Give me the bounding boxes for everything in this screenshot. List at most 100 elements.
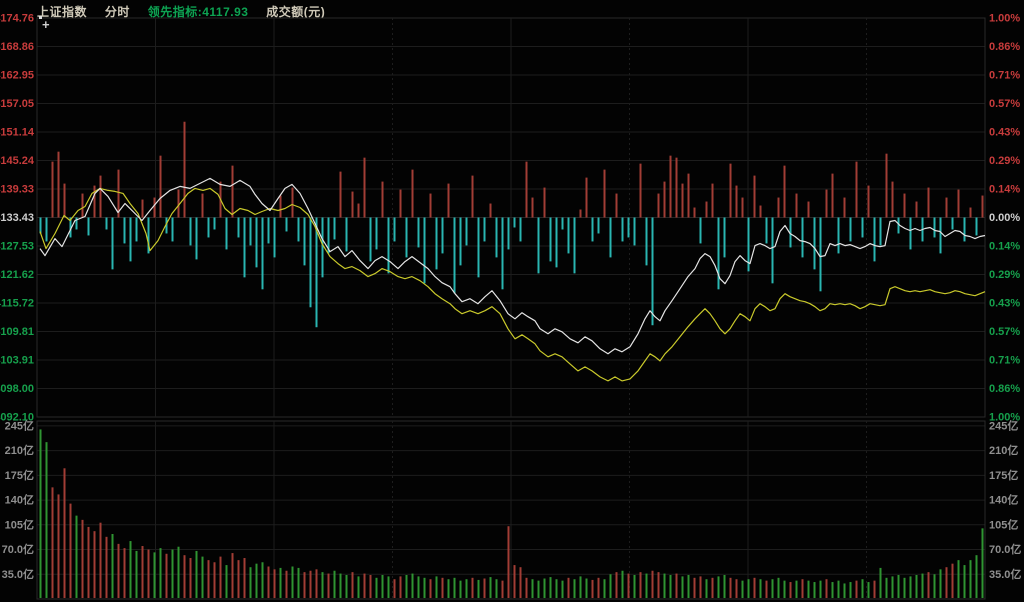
indicator-bar-up — [885, 153, 888, 218]
volume-bar-down — [297, 567, 300, 598]
volume-bar-down — [333, 570, 336, 598]
indicator-bar-down — [321, 217, 324, 278]
indicator-bar-up — [855, 161, 858, 218]
indicator-bar-down — [393, 217, 396, 242]
indicator-bar-up — [339, 171, 342, 218]
volume-axis-label: 210亿 — [989, 443, 1018, 457]
indicator-bar-down — [651, 217, 654, 326]
volume-bar-down — [135, 550, 138, 598]
volume-bar-down — [531, 579, 534, 598]
indicator-bar-up — [675, 157, 678, 218]
volume-bar-down — [741, 580, 744, 598]
indicator-bar-up — [117, 169, 120, 218]
volume-bar-up — [363, 573, 366, 598]
indicator-bar-down — [819, 217, 822, 292]
indicator-bar-down — [519, 217, 522, 242]
indicator-bar-down — [105, 217, 108, 230]
indicator-bar-down — [453, 217, 456, 294]
volume-bar-down — [381, 574, 384, 598]
indicator-bar-down — [483, 217, 486, 242]
indicator-bar-up — [615, 193, 618, 218]
volume-bar-down — [807, 580, 810, 598]
indicator-bar-down — [315, 217, 318, 328]
indicator-bar-down — [465, 217, 468, 246]
indicator-bar-down — [747, 217, 750, 272]
indicator-bar-up — [957, 189, 960, 218]
percent-axis-label: 0.71% — [989, 355, 1020, 367]
indicator-bar-down — [513, 217, 516, 228]
volume-axis-label: 105亿 — [989, 517, 1018, 531]
volume-bar-up — [519, 567, 522, 598]
leading-indicator-bars — [39, 121, 984, 328]
volume-bar-down — [585, 578, 588, 598]
indicator-bar-up — [711, 183, 714, 218]
indicator-bar-up — [681, 183, 684, 218]
volume-bar-down — [321, 572, 324, 598]
volume-bar-up — [507, 526, 510, 598]
indicator-bar-down — [39, 217, 42, 234]
volume-bar-down — [339, 573, 342, 598]
indicator-bar-down — [417, 217, 420, 248]
price-lines — [39, 177, 986, 382]
volume-bar-up — [99, 522, 102, 598]
indicator-bar-down — [135, 217, 138, 242]
indicator-bar-up — [825, 189, 828, 218]
volume-bar-down — [819, 580, 822, 598]
volume-bar-up — [273, 569, 276, 598]
indicator-bar-up — [945, 197, 948, 218]
indicator-bar-down — [171, 217, 174, 242]
volume-bar-up — [81, 519, 84, 598]
indicator-bar-up — [585, 177, 588, 218]
price-axis-label: 4162.95 — [0, 70, 34, 82]
volume-bar-up — [213, 562, 216, 598]
indicator-bar-down — [495, 217, 498, 258]
indicator-bar-up — [669, 155, 672, 218]
indicator-bar-down — [591, 217, 594, 242]
indicator-bar-down — [897, 217, 900, 234]
leading-indicator-value: 4117.93 — [202, 5, 249, 19]
price-axis-label: 4151.14 — [0, 127, 35, 139]
volume-bar-down — [975, 555, 978, 598]
axis-labels: 4174.76 1.00% 4168.86 0.86% 4162.95 0.71% 4157… — [0, 13, 1021, 581]
volume-bar-up — [483, 578, 486, 598]
crosshair-plus: + — [42, 17, 50, 32]
volume-bar-down — [609, 574, 612, 598]
chart-header: 上证指数 分时 领先指标:4117.93 成交额(元) — [37, 3, 339, 20]
indicator-bar-down — [111, 217, 114, 270]
indicator-bar-down — [975, 217, 978, 236]
volume-bar-up — [285, 570, 288, 598]
percent-axis-label: 0.86% — [989, 41, 1020, 53]
volume-bar-down — [603, 579, 606, 598]
indicator-bar-down — [549, 217, 552, 262]
indicator-bar-down — [423, 217, 426, 284]
volume-axis-label: 175亿 — [989, 468, 1018, 482]
indicator-bar-down — [609, 217, 612, 258]
volume-bar-down — [771, 579, 774, 598]
indicator-bar-down — [963, 217, 966, 242]
indicator-bar-up — [639, 163, 642, 218]
volume-bar-down — [159, 548, 162, 598]
indicator-bar-down — [801, 217, 804, 258]
indicator-bar-down — [165, 217, 168, 234]
volume-bar-down — [831, 582, 834, 598]
indicator-bar-up — [183, 121, 186, 218]
volume-axis-label: 35.0亿 — [989, 567, 1021, 581]
volume-bar-down — [969, 560, 972, 598]
price-axis-label: 4145.24 — [0, 155, 35, 167]
volume-bar-down — [957, 560, 960, 598]
volume-bar-down — [717, 576, 720, 598]
volume-bar-up — [441, 577, 444, 598]
volume-bar-down — [687, 574, 690, 598]
indicator-bar-down — [225, 217, 228, 250]
volume-bar-down — [723, 574, 726, 598]
volume-bar-down — [885, 577, 888, 598]
volume-bar-down — [561, 580, 564, 598]
volume-bar-up — [471, 577, 474, 598]
indicator-bar-down — [297, 217, 300, 242]
indicator-bar-up — [81, 193, 84, 218]
volume-bar-down — [423, 577, 426, 598]
volume-bar-up — [315, 569, 318, 598]
volume-bar-down — [111, 533, 114, 598]
indicator-bar-down — [723, 217, 726, 258]
